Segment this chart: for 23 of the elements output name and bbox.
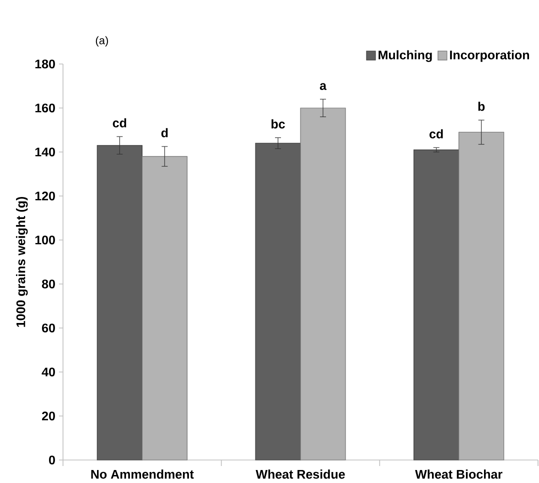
data-label: a	[320, 83, 327, 90]
legend-label: Mulching	[378, 50, 432, 62]
data-label: b	[478, 102, 485, 111]
y-tick-label: 180	[35, 60, 55, 68]
data-label: cd	[112, 118, 126, 128]
x-tick-label: Wheat Biochar	[415, 470, 502, 479]
x-tick-label: No Ammendment	[91, 470, 194, 479]
y-tick-label: 0	[49, 456, 55, 464]
y-tick-label: 160	[35, 104, 55, 112]
data-label: bc	[272, 119, 285, 129]
y-tick-label: 40	[42, 368, 55, 376]
y-tick-label: 80	[42, 280, 55, 288]
y-tick-label: 100	[35, 236, 55, 244]
legend-label: Incorporation	[450, 50, 530, 62]
chart-title: (a)	[96, 36, 108, 46]
y-tick-label: 120	[35, 192, 55, 200]
y-tick-label: 140	[35, 148, 55, 156]
data-label: d	[161, 128, 168, 138]
x-tick-label: Wheat Residue	[256, 470, 345, 479]
y-tick-label: 20	[42, 412, 55, 420]
y-tick-label: 60	[42, 324, 55, 332]
data-label: cd	[430, 129, 443, 138]
y-axis-title: 1000 grains weight (g)	[16, 196, 28, 327]
